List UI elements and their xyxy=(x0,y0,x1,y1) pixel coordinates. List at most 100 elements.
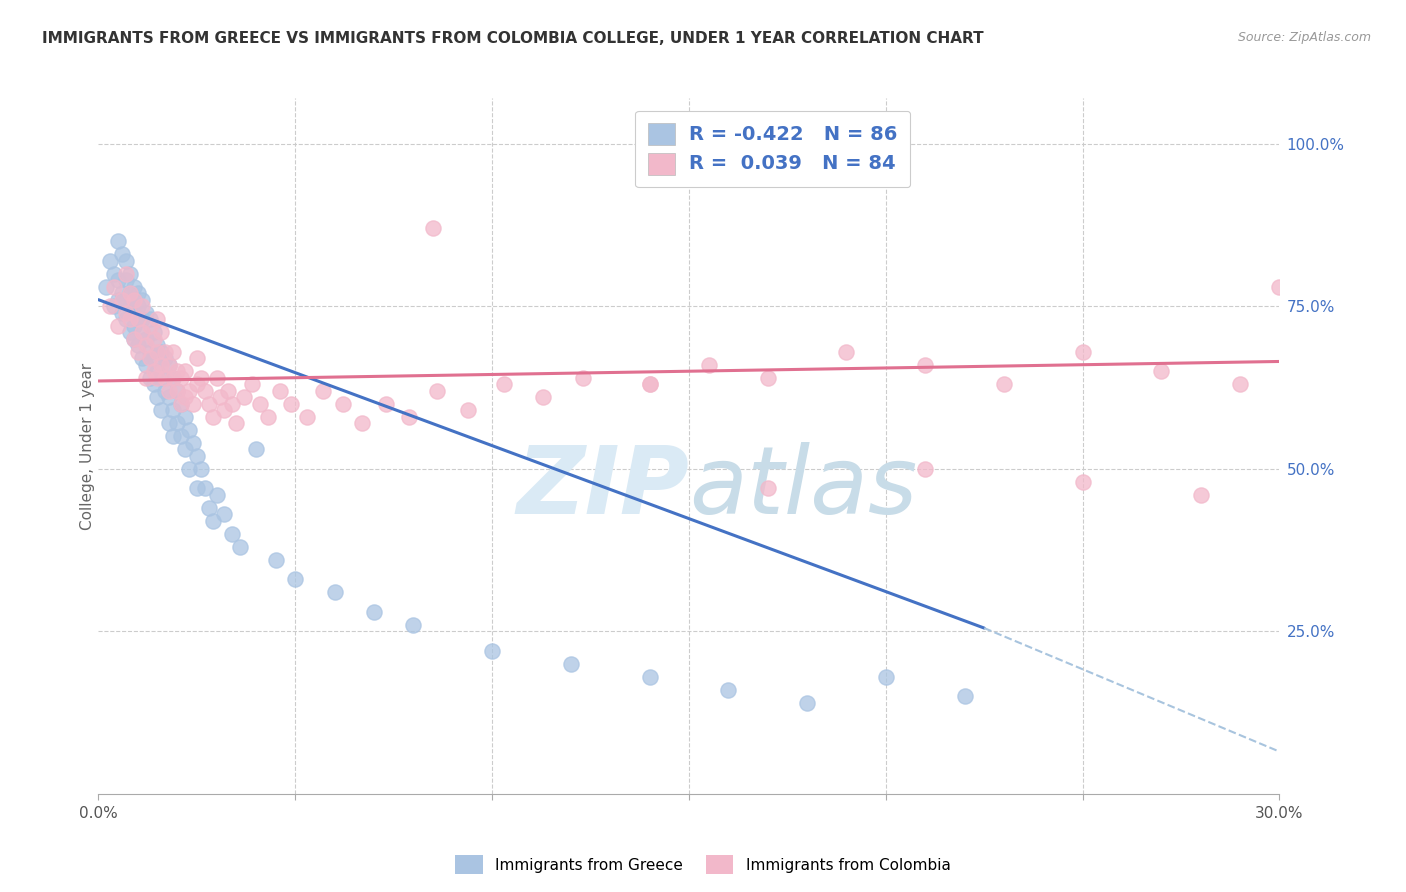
Point xyxy=(155,351,177,366)
Point xyxy=(914,358,936,372)
Point xyxy=(127,338,149,352)
Point xyxy=(214,403,236,417)
Point xyxy=(174,442,197,457)
Point xyxy=(256,409,278,424)
Point xyxy=(138,370,160,384)
Point xyxy=(205,488,228,502)
Point xyxy=(150,325,173,339)
Point xyxy=(122,332,145,346)
Point xyxy=(162,403,184,417)
Point xyxy=(269,384,291,398)
Point xyxy=(312,384,335,398)
Point xyxy=(197,397,219,411)
Point xyxy=(111,247,134,261)
Point xyxy=(115,267,138,281)
Point xyxy=(166,384,188,398)
Point xyxy=(98,253,121,268)
Point xyxy=(560,657,582,671)
Point xyxy=(295,409,318,424)
Point xyxy=(162,344,184,359)
Point xyxy=(157,390,180,404)
Point xyxy=(135,358,157,372)
Point xyxy=(107,318,129,333)
Point xyxy=(157,416,180,430)
Point xyxy=(122,293,145,307)
Point xyxy=(118,286,141,301)
Point xyxy=(221,397,243,411)
Point xyxy=(127,344,149,359)
Point xyxy=(1071,344,1094,359)
Point xyxy=(135,332,157,346)
Point xyxy=(135,338,157,352)
Point xyxy=(115,273,138,287)
Point xyxy=(142,364,165,378)
Point xyxy=(146,338,169,352)
Point xyxy=(217,384,239,398)
Point xyxy=(138,312,160,326)
Point xyxy=(170,370,193,384)
Point xyxy=(363,605,385,619)
Point xyxy=(157,384,180,398)
Y-axis label: College, Under 1 year: College, Under 1 year xyxy=(80,362,94,530)
Point xyxy=(174,409,197,424)
Point xyxy=(131,299,153,313)
Point xyxy=(422,221,444,235)
Point xyxy=(181,397,204,411)
Point xyxy=(111,306,134,320)
Point xyxy=(118,267,141,281)
Point xyxy=(150,370,173,384)
Point xyxy=(98,299,121,313)
Point xyxy=(122,332,145,346)
Point xyxy=(225,416,247,430)
Point xyxy=(155,370,177,384)
Point xyxy=(323,585,346,599)
Point xyxy=(240,377,263,392)
Point xyxy=(166,416,188,430)
Point xyxy=(127,299,149,313)
Point xyxy=(201,409,224,424)
Point xyxy=(492,377,515,392)
Point xyxy=(107,273,129,287)
Point xyxy=(875,670,897,684)
Point xyxy=(221,526,243,541)
Point xyxy=(181,435,204,450)
Point xyxy=(135,370,157,384)
Point xyxy=(398,409,420,424)
Point xyxy=(103,299,125,313)
Point xyxy=(118,299,141,313)
Point xyxy=(186,351,208,366)
Point xyxy=(756,370,779,384)
Point xyxy=(146,390,169,404)
Point xyxy=(127,312,149,326)
Point xyxy=(177,384,200,398)
Point xyxy=(638,377,661,392)
Point xyxy=(107,234,129,248)
Point xyxy=(186,449,208,463)
Point xyxy=(138,344,160,359)
Point xyxy=(115,253,138,268)
Point xyxy=(146,364,169,378)
Point xyxy=(131,325,153,339)
Point xyxy=(571,370,593,384)
Point xyxy=(162,370,184,384)
Point xyxy=(118,286,141,301)
Point xyxy=(201,514,224,528)
Point xyxy=(118,312,141,326)
Point xyxy=(1229,377,1251,392)
Point xyxy=(1071,475,1094,489)
Point xyxy=(150,344,173,359)
Point xyxy=(214,508,236,522)
Point xyxy=(131,325,153,339)
Point xyxy=(426,384,449,398)
Point xyxy=(264,553,287,567)
Point xyxy=(249,397,271,411)
Point xyxy=(638,670,661,684)
Point xyxy=(162,370,184,384)
Legend: R = -0.422   N = 86, R =  0.039   N = 84: R = -0.422 N = 86, R = 0.039 N = 84 xyxy=(636,111,910,187)
Point xyxy=(96,279,118,293)
Point xyxy=(1268,279,1291,293)
Point xyxy=(127,286,149,301)
Point xyxy=(107,293,129,307)
Point xyxy=(111,286,134,301)
Point xyxy=(138,351,160,366)
